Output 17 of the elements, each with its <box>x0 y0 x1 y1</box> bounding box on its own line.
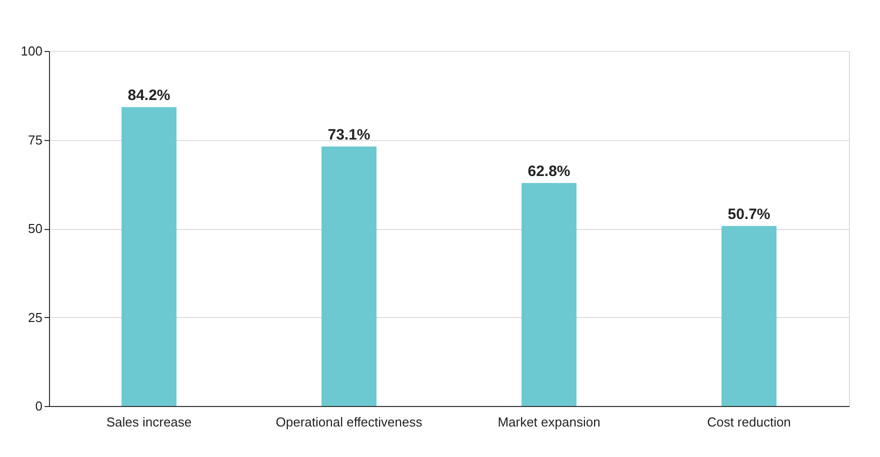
data-label: 73.1% <box>328 126 370 144</box>
data-label: 50.7% <box>728 206 770 224</box>
data-label: 84.2% <box>128 87 170 104</box>
x-tick-label: Market expansion <box>498 414 600 430</box>
bar <box>122 107 176 406</box>
x-tick-label: Sales increase <box>106 414 192 430</box>
y-tick-label: 75 <box>28 132 42 148</box>
x-tick-label: Operational effectiveness <box>276 414 423 430</box>
data-label: 62.8% <box>528 163 570 180</box>
bar <box>722 226 776 406</box>
y-tick-label: 100 <box>20 44 42 58</box>
bar <box>322 146 376 406</box>
y-tick-label: 50 <box>28 221 42 236</box>
x-tick-label: Cost reduction <box>707 414 791 430</box>
bar <box>522 183 576 406</box>
y-tick-label: 0 <box>35 398 42 414</box>
y-tick-label: 25 <box>28 310 42 325</box>
